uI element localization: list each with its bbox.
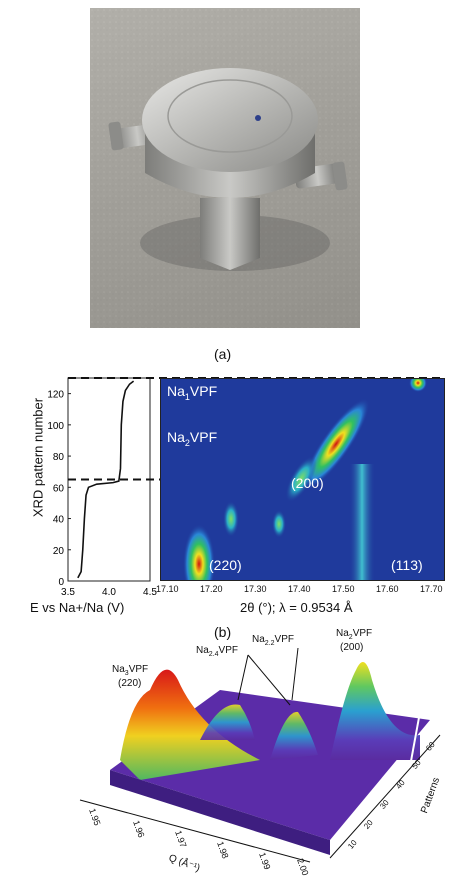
left-ytick: 120 xyxy=(47,390,64,401)
left-xtick: 4.5 xyxy=(143,587,157,598)
label-na2-peak: (200) xyxy=(340,642,364,653)
panel-a-photo xyxy=(90,8,360,328)
left-ytick: 80 xyxy=(53,452,65,463)
cell-base-icon xyxy=(200,198,260,270)
right-xtick: 17.60 xyxy=(376,584,399,594)
label-na22vpf: Na2.2VPF xyxy=(252,634,294,647)
left-ytick: 0 xyxy=(58,577,64,588)
ridge-na3 xyxy=(120,669,260,780)
ridge-na2 xyxy=(330,662,420,760)
voltage-curve xyxy=(77,380,135,579)
right-xtick: 17.70 xyxy=(420,584,443,594)
right-xtick: 17.40 xyxy=(288,584,311,594)
ridge-na22 xyxy=(270,711,318,760)
cell-illustration xyxy=(90,8,360,328)
right-xtick: 17.10 xyxy=(156,584,179,594)
right-xtick: 17.20 xyxy=(200,584,223,594)
left-xlabel: E vs Na+/Na (V) xyxy=(30,600,125,615)
caption-a: (a) xyxy=(214,346,232,362)
label-na3vpf: Na3VPF xyxy=(112,664,149,677)
contour-blobs xyxy=(183,379,427,580)
ridge-na24 xyxy=(200,704,255,740)
label-na2vpf: Na2VPF xyxy=(167,429,218,448)
left-xtick: 4.0 xyxy=(102,587,116,598)
left-ytick: 40 xyxy=(53,515,65,526)
label-na3-peak: (220) xyxy=(118,678,142,689)
label-peak-113: (113) xyxy=(391,557,423,573)
left-ytick: 60 xyxy=(53,483,65,494)
right-xticks: 17.10 17.20 17.30 17.40 17.50 17.60 17.7… xyxy=(156,584,445,598)
left-ytick: 100 xyxy=(47,421,64,432)
right-xtick: 17.30 xyxy=(244,584,267,594)
right-xtick: 17.50 xyxy=(332,584,355,594)
left-ytick: 20 xyxy=(53,546,65,557)
cell-top-icon xyxy=(142,68,318,172)
right-xlabel: 2θ (°); λ = 0.9534 Å xyxy=(240,600,353,615)
label-na1vpf: Na1VPF xyxy=(167,383,218,402)
patterns-arrow xyxy=(397,711,421,833)
label-peak-220: (220) xyxy=(209,557,242,573)
panel-b-contour-map: Na1VPF Na2VPF (200) (220) (113) xyxy=(160,378,445,581)
label-na24vpf: Na2.4VPF xyxy=(196,645,238,658)
label-na2vpf-c: Na2VPF xyxy=(336,628,373,641)
left-xtick: 3.5 xyxy=(61,587,75,598)
label-peak-200: (200) xyxy=(291,475,324,491)
caption-b: (b) xyxy=(214,624,232,640)
